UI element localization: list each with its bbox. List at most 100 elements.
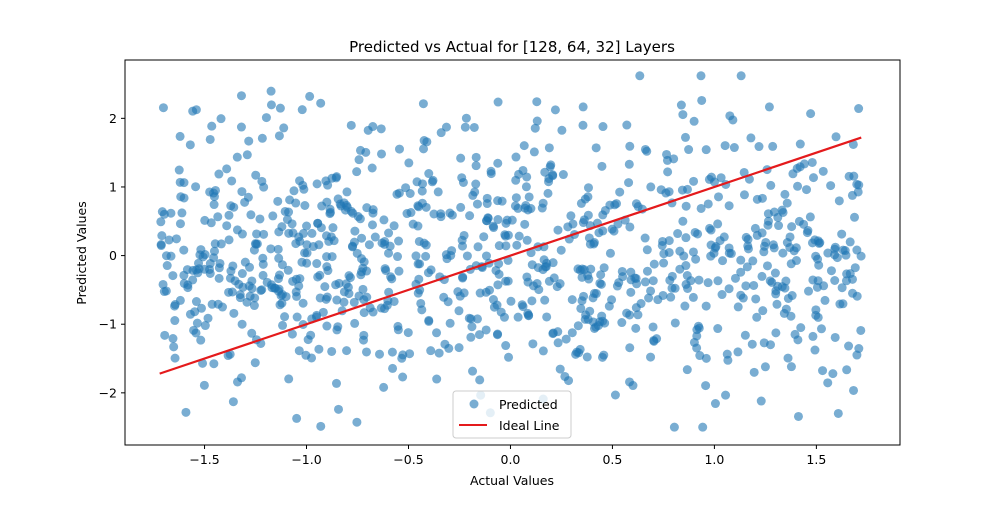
data-point <box>177 208 187 218</box>
data-point <box>673 229 683 239</box>
data-point <box>566 211 576 221</box>
data-point <box>532 97 542 107</box>
data-point <box>436 128 446 138</box>
data-point <box>778 248 788 258</box>
data-point <box>703 278 713 288</box>
data-point <box>168 334 178 344</box>
data-point <box>773 281 783 291</box>
data-point <box>564 376 574 386</box>
data-point <box>200 321 210 331</box>
data-point <box>367 220 377 230</box>
data-point <box>489 223 499 233</box>
data-point <box>543 188 553 198</box>
data-point <box>362 292 372 302</box>
data-point <box>806 109 816 119</box>
data-point <box>266 86 276 96</box>
data-point <box>583 183 593 193</box>
data-point <box>771 289 781 299</box>
data-point <box>237 187 247 197</box>
data-point <box>249 301 259 311</box>
data-point <box>486 169 496 179</box>
data-point <box>598 122 608 132</box>
data-point <box>284 374 294 384</box>
data-point <box>379 382 389 392</box>
data-point <box>740 330 750 340</box>
data-point <box>294 346 304 356</box>
data-point <box>754 142 764 152</box>
data-point <box>472 199 482 209</box>
data-point <box>226 201 236 211</box>
data-point <box>758 306 768 316</box>
data-point <box>743 234 753 244</box>
data-point <box>625 222 635 232</box>
data-point <box>439 292 449 302</box>
data-point <box>689 116 699 126</box>
data-point <box>317 201 327 211</box>
data-point <box>688 292 698 302</box>
data-point <box>667 283 677 293</box>
data-point <box>837 283 847 293</box>
data-point <box>255 214 265 224</box>
data-point <box>256 285 266 295</box>
data-point <box>274 131 284 141</box>
data-point <box>185 140 195 150</box>
data-point <box>244 281 254 291</box>
data-point <box>251 170 261 180</box>
data-point <box>368 205 378 215</box>
data-point <box>833 408 843 418</box>
data-point <box>646 182 656 192</box>
data-point <box>370 232 380 242</box>
data-point <box>793 181 803 191</box>
data-point <box>236 91 246 101</box>
data-point <box>523 277 533 287</box>
data-point <box>157 231 167 241</box>
data-point <box>171 234 181 244</box>
data-point <box>555 279 565 289</box>
data-point <box>327 173 337 183</box>
data-point <box>581 310 591 320</box>
data-point <box>749 367 759 377</box>
data-point <box>415 259 425 269</box>
data-point <box>537 203 547 213</box>
data-point <box>398 350 408 360</box>
data-point <box>681 201 691 211</box>
data-point <box>417 305 427 315</box>
data-point <box>230 276 240 286</box>
data-point <box>170 301 180 311</box>
data-point <box>752 312 762 322</box>
data-point <box>663 167 673 177</box>
data-point <box>624 159 634 169</box>
data-point <box>156 240 166 249</box>
data-point <box>561 334 571 344</box>
data-point <box>830 242 840 252</box>
data-point <box>245 262 255 272</box>
data-point <box>191 297 201 307</box>
data-point <box>698 422 708 432</box>
data-point <box>170 316 180 326</box>
data-point <box>297 257 307 267</box>
data-point <box>162 261 172 271</box>
data-point <box>725 111 735 121</box>
data-point <box>298 180 308 190</box>
data-point <box>669 422 679 432</box>
data-point <box>393 321 403 331</box>
data-point <box>493 158 503 168</box>
data-point <box>648 276 658 286</box>
data-point <box>315 293 325 303</box>
data-point <box>259 229 269 239</box>
data-point <box>783 353 793 363</box>
data-point <box>716 173 726 183</box>
data-point <box>625 343 635 353</box>
data-point <box>305 91 315 101</box>
data-point <box>352 417 362 427</box>
data-point <box>847 274 857 284</box>
data-point <box>724 284 734 294</box>
data-point <box>741 281 751 291</box>
data-point <box>507 215 517 225</box>
data-point <box>199 380 209 390</box>
data-point <box>706 240 716 250</box>
data-point <box>421 251 431 261</box>
data-point <box>258 253 268 263</box>
data-point <box>308 242 318 252</box>
